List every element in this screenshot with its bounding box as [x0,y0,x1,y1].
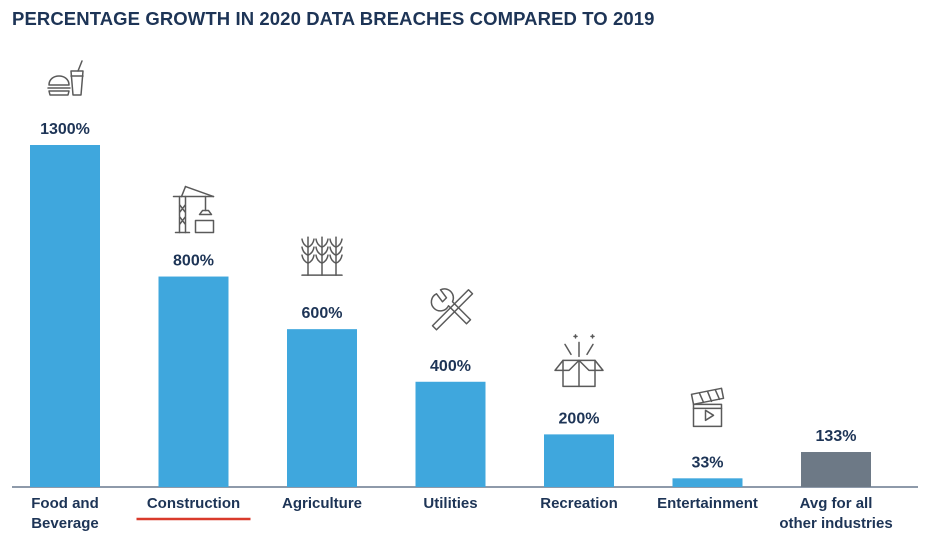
category-label: Utilities [423,495,477,512]
construction-crane-icon [172,185,215,234]
category-label: Entertainment [657,495,758,512]
wrench-screwdriver-icon [430,288,474,331]
category-label: Beverage [31,515,99,532]
bar-4 [544,434,614,487]
bar-3 [415,381,486,487]
value-label: 400% [430,358,471,375]
bar-1 [158,276,229,487]
wheat-icon [301,236,343,276]
category-label: other industries [779,515,892,532]
category-label: Recreation [540,495,618,512]
gift-box-icon [554,334,604,388]
food-beverage-icon [47,60,84,96]
value-label: 133% [816,428,857,445]
category-label: Construction [147,495,240,512]
clapperboard-icon [690,387,725,428]
bar-2 [287,329,357,487]
value-label: 1300% [40,121,90,138]
category-label: Food and [31,495,99,512]
bar-6 [801,452,871,487]
category-label: Agriculture [282,495,362,512]
bar-0 [30,145,100,487]
value-label: 33% [691,454,723,471]
chart-title: PERCENTAGE GROWTH IN 2020 DATA BREACHES … [12,8,655,29]
value-label: 200% [559,410,600,427]
value-label: 800% [173,253,214,270]
bar-5 [672,478,743,487]
category-label: Avg for all [800,495,873,512]
value-label: 600% [302,305,343,322]
